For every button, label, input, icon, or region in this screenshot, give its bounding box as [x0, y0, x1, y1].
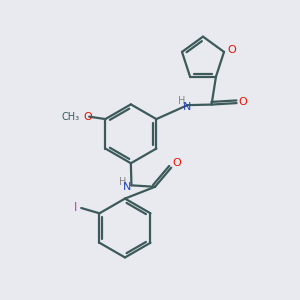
Text: N: N [123, 182, 131, 191]
Text: CH₃: CH₃ [62, 112, 80, 122]
Text: O: O [84, 112, 92, 122]
Text: O: O [172, 158, 181, 168]
Text: O: O [228, 45, 237, 55]
Text: H: H [119, 177, 126, 188]
Text: O: O [239, 97, 248, 107]
Text: N: N [183, 102, 191, 112]
Text: I: I [74, 201, 78, 214]
Text: H: H [178, 96, 186, 106]
